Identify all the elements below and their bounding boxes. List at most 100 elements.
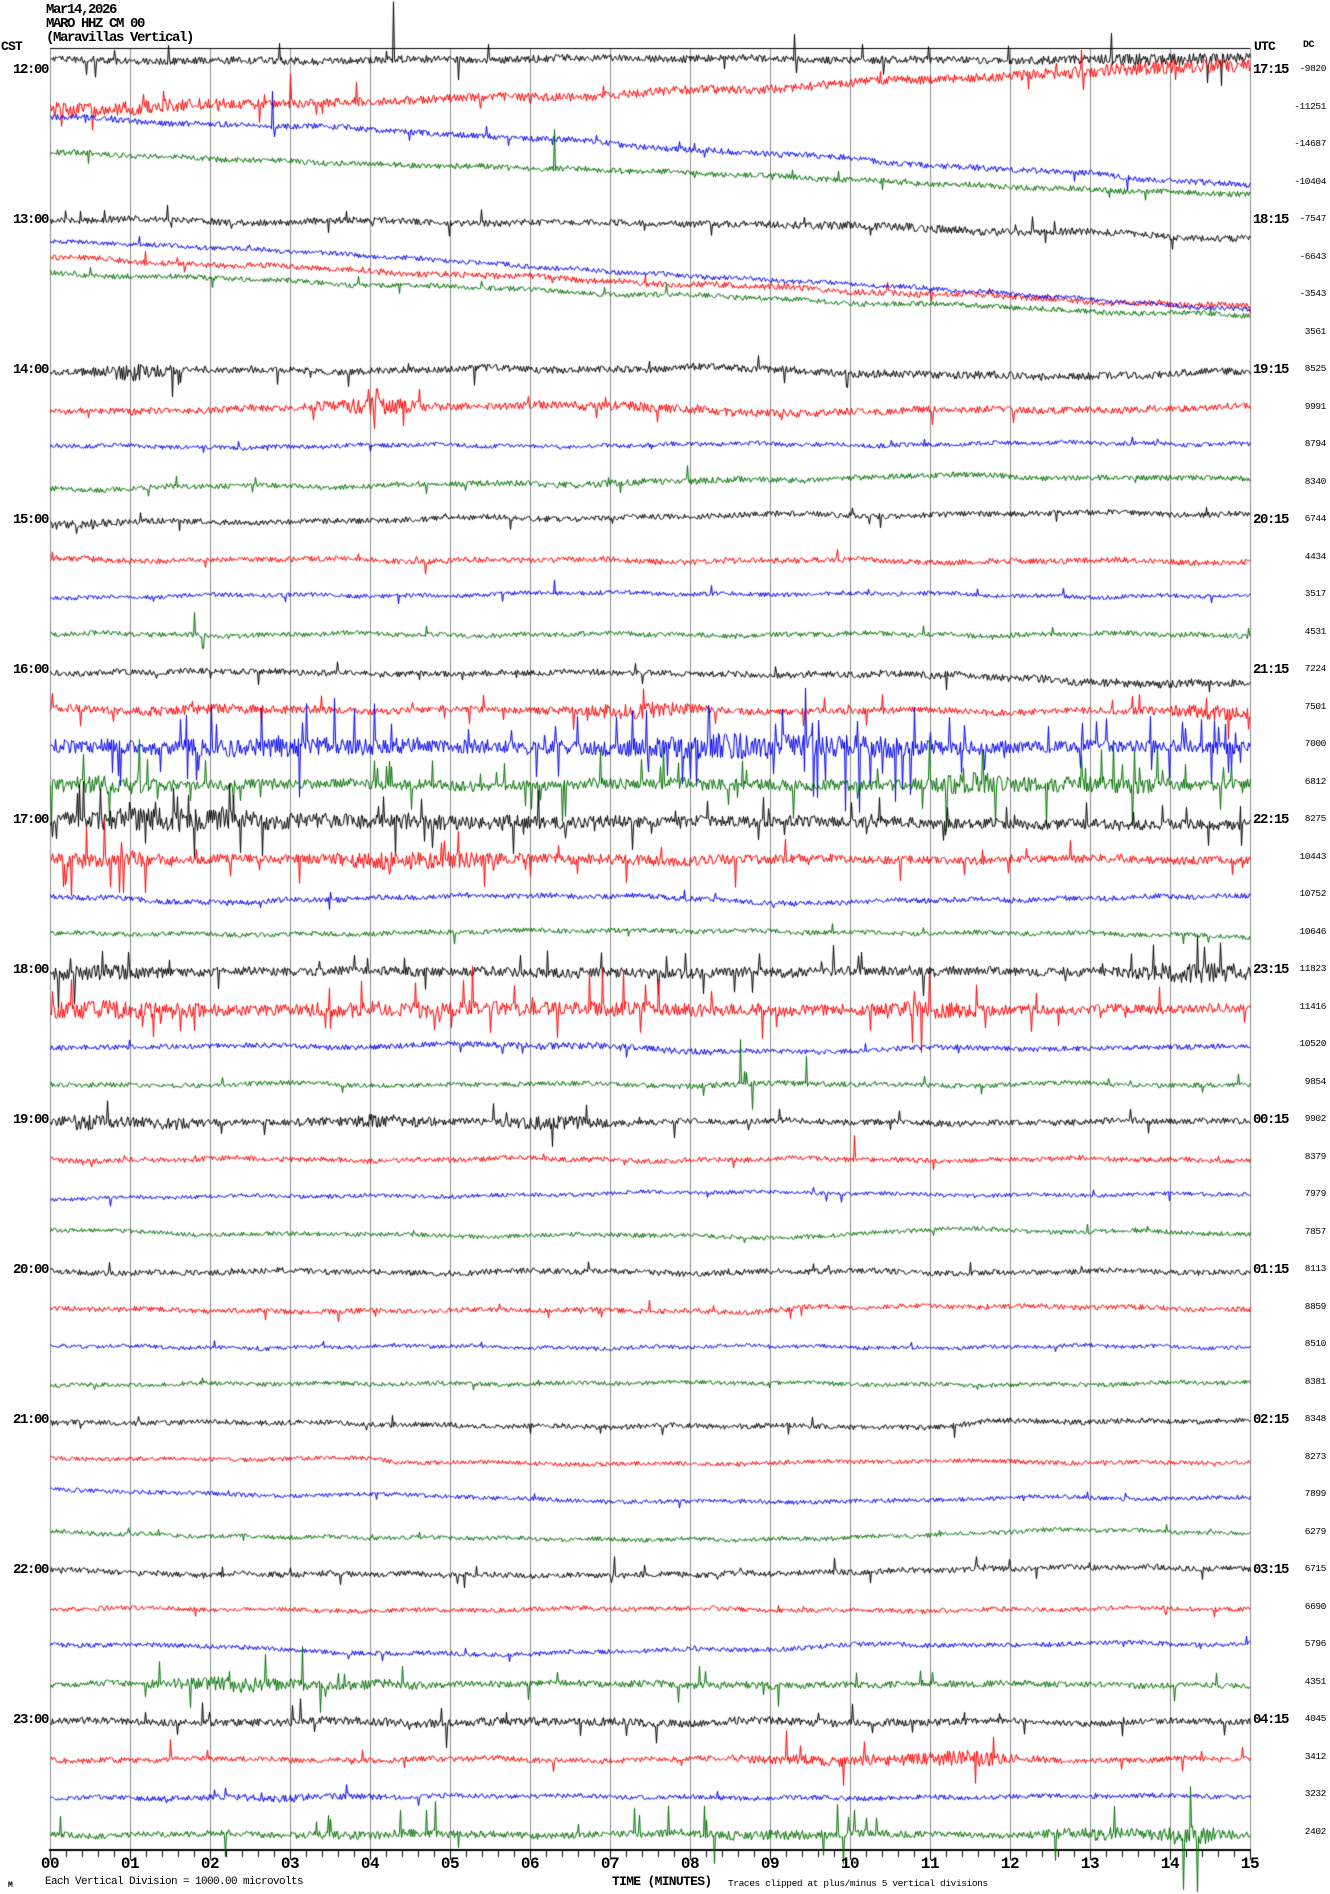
clipping-note: Traces clipped at plus/minus 5 vertical … <box>728 1878 988 1889</box>
dc-value: 7224 <box>1304 663 1327 674</box>
right-axis-header: UTC <box>1254 39 1276 54</box>
minute-tick-label: 10 <box>840 1855 860 1873</box>
cst-label: 23:00 <box>12 1712 49 1728</box>
dc-value: 8348 <box>1304 1413 1327 1424</box>
minute-tick-label: 04 <box>360 1855 380 1873</box>
minute-tick-label: 07 <box>600 1855 620 1873</box>
dc-value: -3543 <box>1299 288 1326 299</box>
minute-tick-label: 01 <box>120 1855 140 1873</box>
dc-value: 2402 <box>1304 1825 1327 1837</box>
dc-value: -7547 <box>1299 213 1326 224</box>
dc-value: 10520 <box>1299 1038 1326 1049</box>
plot-date: Mar14,2026 <box>46 2 117 18</box>
dc-value: 6279 <box>1304 1525 1327 1537</box>
dc-value: -11251 <box>1294 100 1326 112</box>
cst-label: 15:00 <box>12 512 49 528</box>
cst-label: 19:00 <box>12 1112 49 1128</box>
dc-value: 6744 <box>1304 513 1327 524</box>
dc-value: 8113 <box>1304 1263 1327 1274</box>
minute-tick-label: 08 <box>680 1855 700 1873</box>
dc-value: 7857 <box>1304 1225 1327 1237</box>
dc-value: 8859 <box>1304 1300 1327 1312</box>
title-block: Mar14,2026 MARO HHZ CM 00 (Maravillas Ve… <box>46 2 194 46</box>
dc-value: 10646 <box>1299 925 1326 937</box>
dc-value: 8273 <box>1304 1450 1327 1462</box>
cst-label: 20:00 <box>12 1262 49 1278</box>
dc-value: 4351 <box>1304 1675 1327 1687</box>
minute-tick-label: 13 <box>1080 1855 1100 1873</box>
dc-value: 7899 <box>1304 1488 1327 1499</box>
dc-value: -10404 <box>1294 175 1326 187</box>
station-name: (Maravillas Vertical) <box>46 30 194 46</box>
cst-label: 21:00 <box>12 1412 49 1428</box>
minute-tick-label: 15 <box>1240 1855 1260 1873</box>
dc-value: 11823 <box>1299 963 1326 974</box>
utc-label: 03:15 <box>1253 1562 1289 1578</box>
dc-value: -9820 <box>1299 63 1326 74</box>
utc-label: 18:15 <box>1253 212 1289 228</box>
dc-value: 8379 <box>1304 1150 1327 1162</box>
x-axis-title: TIME (MINUTES) <box>612 1874 712 1889</box>
cst-label: 13:00 <box>12 212 49 228</box>
utc-label: 23:15 <box>1253 962 1289 978</box>
cst-label: 16:00 <box>12 662 49 678</box>
cst-label: 14:00 <box>12 362 49 378</box>
minute-tick-label: 12 <box>1000 1855 1020 1873</box>
minute-tick-label: 14 <box>1160 1855 1180 1873</box>
dc-value: 6690 <box>1304 1600 1327 1612</box>
dc-value: 10443 <box>1299 850 1326 862</box>
vertical-scale-note: Each Vertical Division = 1000.00 microvo… <box>45 1876 304 1888</box>
utc-label: 22:15 <box>1253 812 1289 828</box>
dc-value: 6715 <box>1304 1563 1327 1574</box>
minute-tick-label: 00 <box>40 1855 60 1873</box>
minute-tick-label: 09 <box>760 1855 780 1873</box>
minute-tick-label: 06 <box>520 1855 540 1873</box>
dc-value: 10752 <box>1299 888 1326 899</box>
dc-value: 7501 <box>1304 700 1327 712</box>
dc-value: 4045 <box>1304 1713 1327 1724</box>
dc-value: 7000 <box>1304 738 1327 749</box>
dc-value: 3561 <box>1304 325 1327 337</box>
utc-label: 02:15 <box>1253 1412 1289 1428</box>
utc-label: 04:15 <box>1253 1712 1289 1728</box>
cst-label: 22:00 <box>12 1562 49 1578</box>
minute-tick-label: 05 <box>440 1855 460 1873</box>
dc-value: 8340 <box>1304 475 1327 487</box>
cst-label: 17:00 <box>12 812 49 828</box>
dc-value: 3412 <box>1304 1750 1327 1762</box>
dc-value: 8381 <box>1304 1375 1327 1387</box>
dc-value: 3232 <box>1304 1788 1327 1799</box>
utc-label: 00:15 <box>1253 1112 1289 1128</box>
dc-value: 3517 <box>1304 588 1327 599</box>
cst-label: 12:00 <box>12 62 49 78</box>
dc-value: 8510 <box>1304 1338 1327 1349</box>
dc-value: 4531 <box>1304 625 1327 637</box>
dc-value: 11416 <box>1299 1000 1326 1012</box>
station-code: MARO HHZ CM 00 <box>46 16 145 32</box>
dc-value: 7979 <box>1304 1188 1327 1199</box>
minute-tick-label: 02 <box>200 1855 220 1873</box>
dc-value: -14687 <box>1294 138 1326 149</box>
dc-value: 9991 <box>1304 400 1327 412</box>
dc-value: 9902 <box>1304 1113 1327 1124</box>
dc-value: 6812 <box>1304 775 1327 787</box>
minute-tick-label: 03 <box>280 1855 300 1873</box>
utc-label: 20:15 <box>1253 512 1289 528</box>
cst-label: 18:00 <box>12 962 49 978</box>
utc-label: 21:15 <box>1253 662 1289 678</box>
footer-marker: M <box>8 1881 13 1890</box>
dc-value: 4434 <box>1304 550 1327 562</box>
dc-value: 8275 <box>1304 813 1327 824</box>
minute-tick-label: 11 <box>920 1855 940 1873</box>
dc-value: 8794 <box>1304 438 1327 449</box>
utc-label: 01:15 <box>1253 1262 1289 1278</box>
dc-value: 9854 <box>1304 1075 1327 1087</box>
dc-value: 8525 <box>1304 363 1327 374</box>
dc-column-header: DC <box>1303 40 1315 51</box>
utc-label: 17:15 <box>1253 62 1289 78</box>
dc-value: 5796 <box>1304 1638 1327 1649</box>
dc-value: -6643 <box>1299 250 1326 262</box>
utc-label: 19:15 <box>1253 362 1289 378</box>
